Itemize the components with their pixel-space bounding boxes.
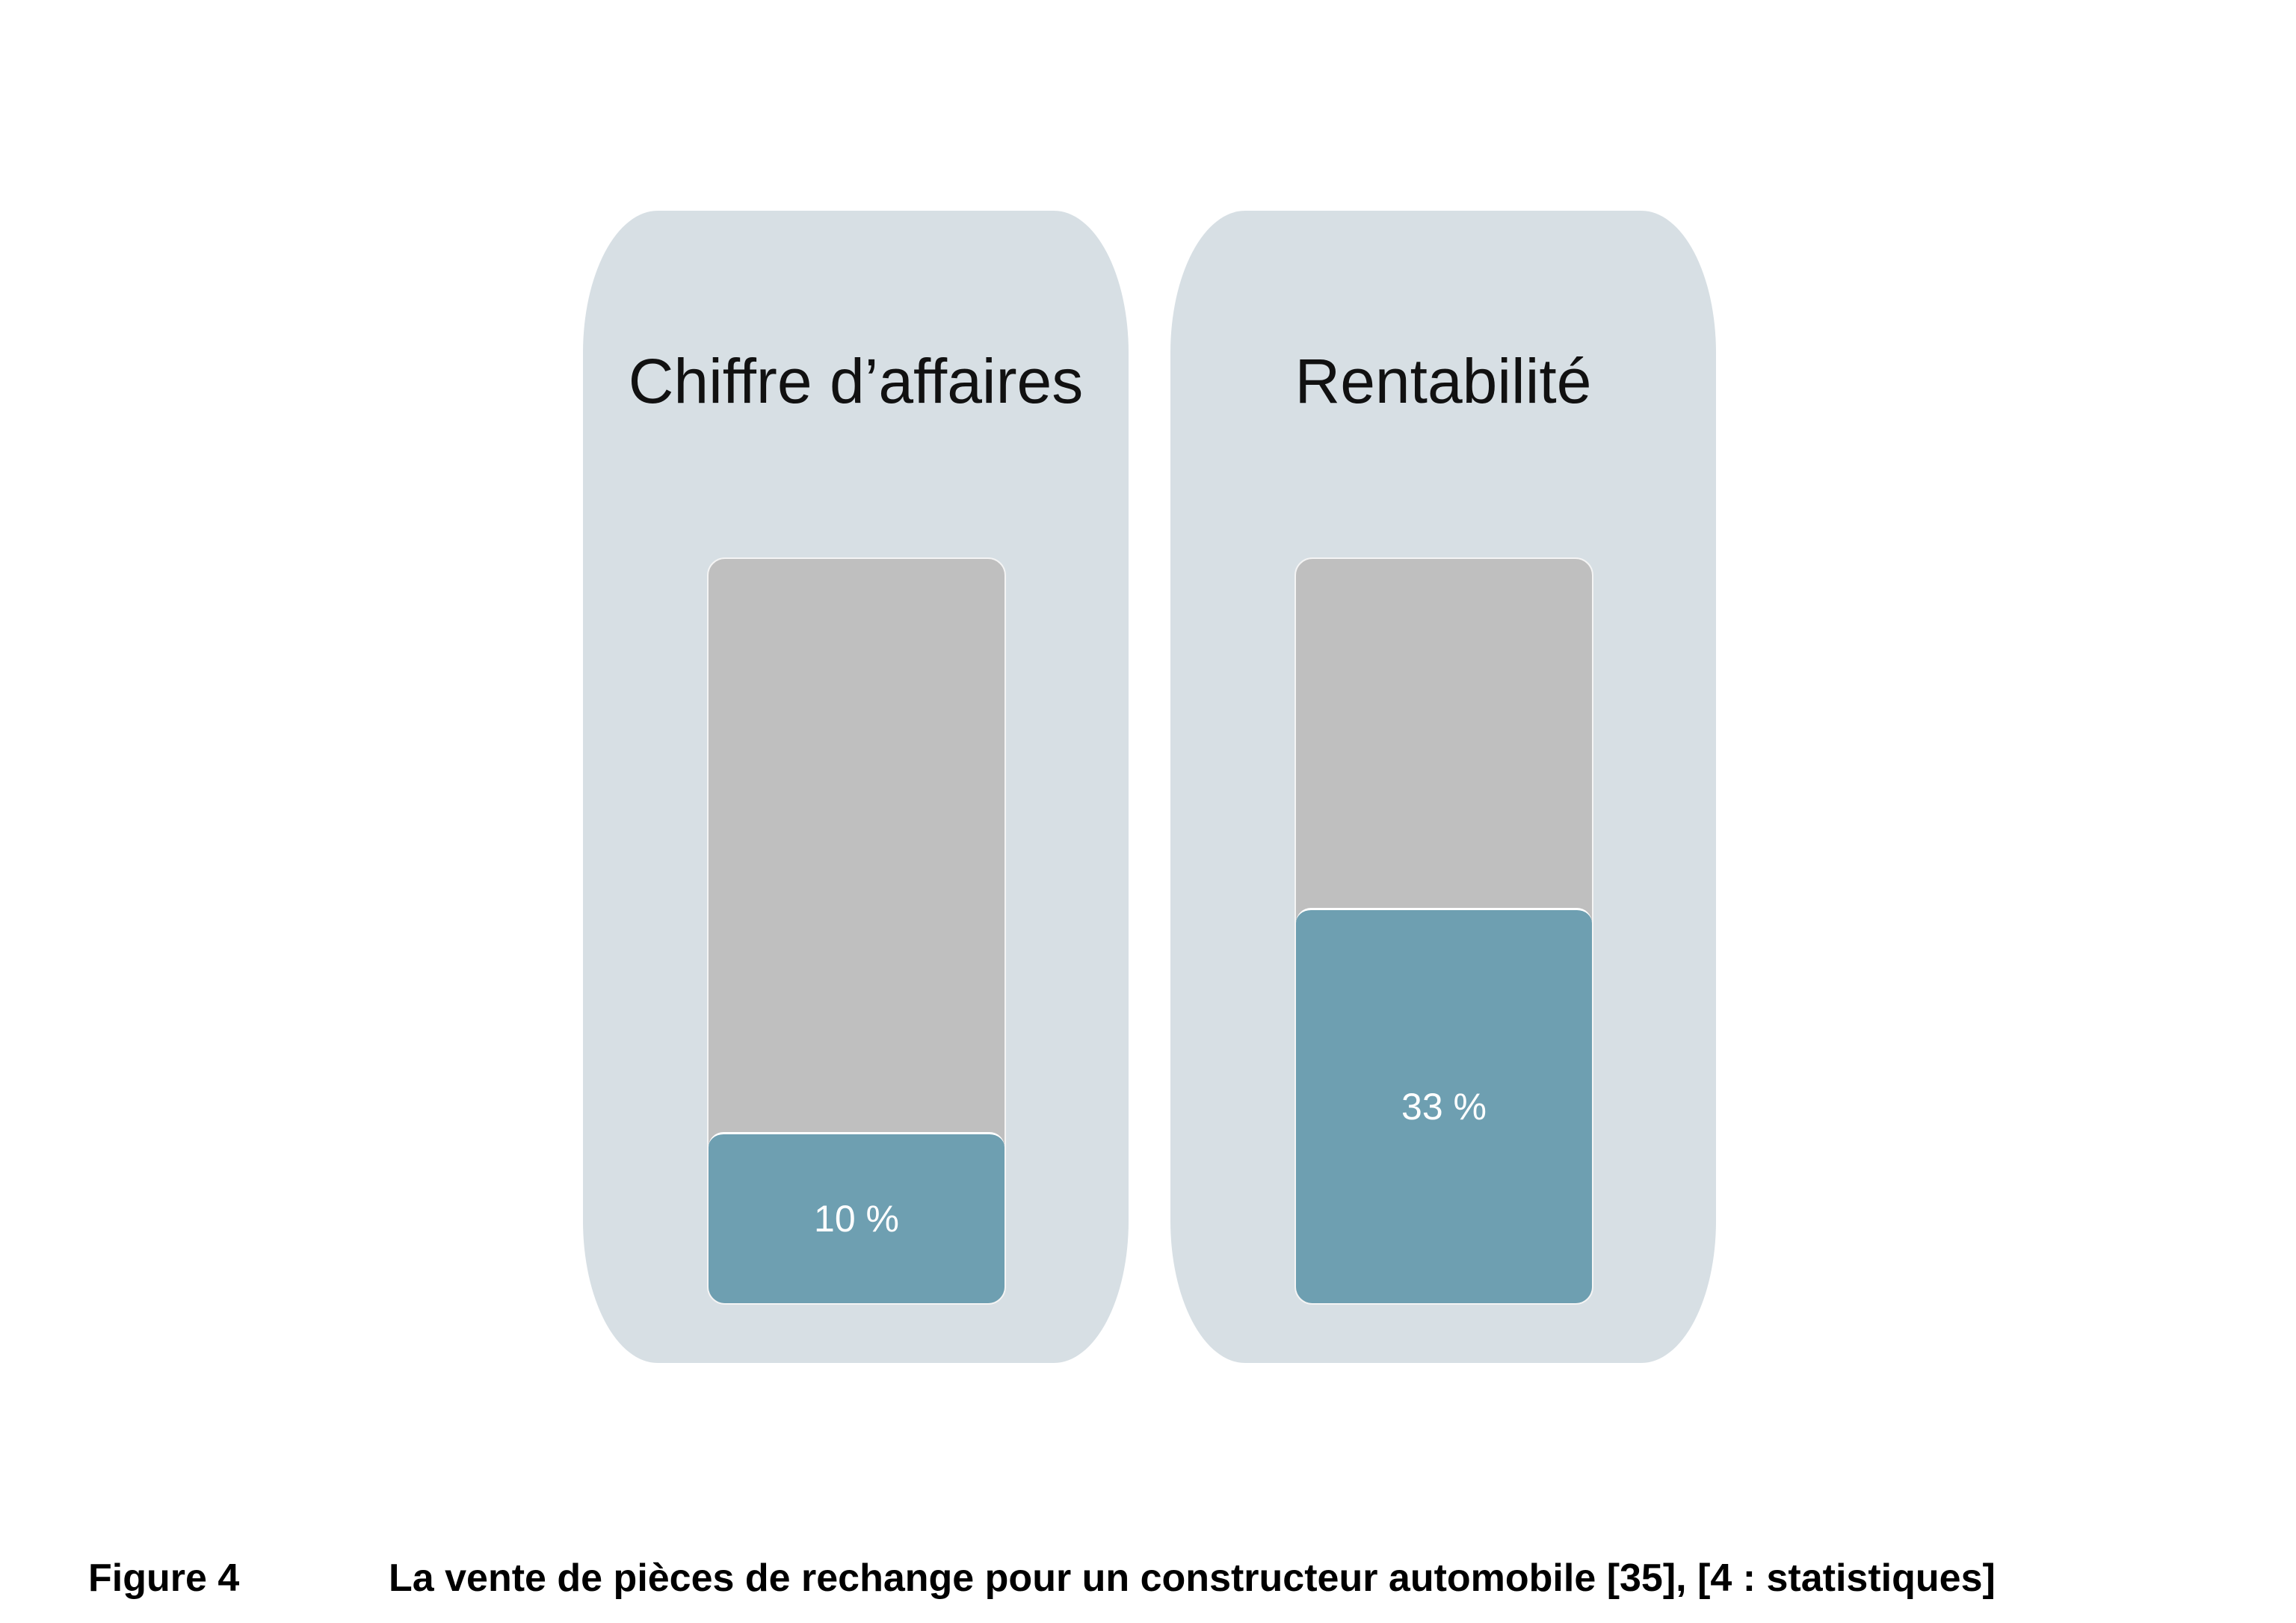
revenue-gauge-track: 10 % [707, 557, 1006, 1305]
revenue-value-label: 10 % [814, 1198, 899, 1240]
revenue-bar: 10 % [709, 1132, 1004, 1303]
profitability-bar: 33 % [1296, 908, 1592, 1303]
profitability-panel: Rentabilité 33 % [1170, 211, 1716, 1363]
figure-label: Figure 4 [88, 1556, 240, 1600]
profitability-gauge-track: 33 % [1294, 557, 1593, 1305]
revenue-panel: Chiffre d’affaires 10 % [583, 211, 1129, 1363]
revenue-title: Chiffre d’affaires [628, 346, 1084, 416]
figure-caption: La vente de pièces de rechange pour un c… [389, 1556, 1996, 1600]
profitability-title: Rentabilité [1294, 346, 1592, 416]
profitability-value-label: 33 % [1401, 1086, 1487, 1128]
